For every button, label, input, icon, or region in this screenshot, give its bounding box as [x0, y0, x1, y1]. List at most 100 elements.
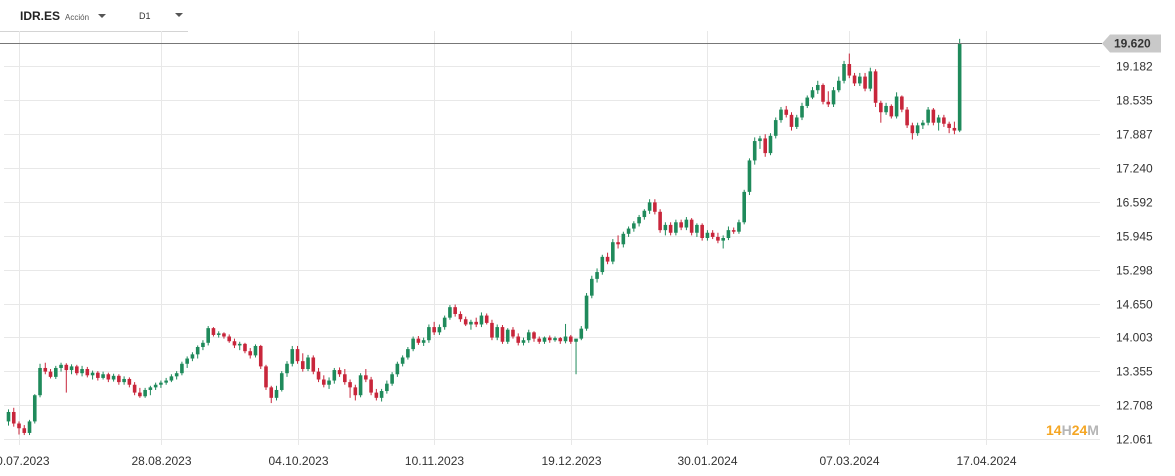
chevron-down-icon — [98, 13, 107, 18]
symbol-selector[interactable]: IDR.ES Acción — [20, 9, 107, 23]
candle-body — [222, 333, 226, 337]
candle — [106, 372, 111, 383]
candle-body — [169, 376, 174, 381]
candle-body — [653, 202, 657, 212]
candle-body — [479, 315, 484, 325]
candle — [206, 326, 210, 346]
candle-body — [80, 369, 84, 374]
candle-body — [516, 336, 521, 343]
candle — [558, 337, 563, 344]
candle — [211, 327, 216, 337]
candle — [432, 321, 436, 335]
candle-body — [563, 336, 568, 342]
candle-body — [427, 327, 431, 341]
candle — [159, 380, 163, 388]
candle-body — [348, 382, 352, 388]
candle-body — [710, 232, 715, 237]
candle — [563, 323, 568, 344]
candle — [96, 371, 100, 381]
candle — [500, 324, 505, 344]
candle — [495, 324, 500, 341]
candle — [684, 217, 689, 231]
candle — [264, 364, 268, 390]
candle-body — [484, 315, 489, 323]
candle — [243, 342, 247, 354]
candle-body — [684, 219, 689, 228]
candle — [731, 227, 736, 234]
candle — [900, 95, 904, 113]
last-price-tag: 19.620 — [1102, 34, 1161, 53]
candle-body — [826, 101, 831, 105]
candle-body — [616, 242, 620, 245]
candle-body — [111, 375, 116, 380]
x-tick-label: 04.10.2023 — [268, 454, 328, 468]
candle — [353, 384, 358, 401]
candle-body — [705, 232, 710, 238]
candle-body — [595, 272, 599, 279]
candle-body — [306, 357, 310, 370]
candle — [947, 121, 951, 134]
candle-body — [621, 233, 626, 245]
candle — [637, 214, 641, 227]
candle — [763, 134, 768, 157]
candle-body — [873, 71, 878, 103]
candle-body — [432, 327, 436, 333]
candle-body — [327, 380, 331, 385]
candle — [358, 373, 363, 398]
candle-body — [779, 109, 783, 121]
candle — [868, 67, 873, 92]
candle-body — [495, 327, 500, 338]
candle — [195, 345, 200, 359]
candle — [632, 221, 636, 232]
candle-body — [905, 109, 909, 126]
candle — [448, 305, 452, 320]
candle — [852, 72, 857, 87]
candle-body — [805, 97, 810, 106]
candle — [826, 91, 831, 107]
candle — [915, 122, 920, 136]
y-tick-label: 17.240 — [1116, 162, 1153, 176]
candle — [148, 385, 153, 396]
candle-body — [453, 307, 457, 314]
y-tick-label: 14.003 — [1116, 331, 1153, 345]
candle-body — [27, 421, 32, 433]
candle-body — [668, 224, 673, 233]
candle — [248, 348, 253, 359]
candle — [590, 275, 594, 299]
candle — [889, 104, 894, 119]
candle — [59, 362, 63, 372]
candle-body — [921, 122, 925, 126]
candle-body — [626, 228, 631, 234]
candle — [369, 376, 373, 396]
candle-body — [763, 138, 768, 154]
candle-body — [474, 321, 478, 325]
candle — [269, 385, 274, 404]
candle — [663, 222, 668, 236]
candle-body — [868, 71, 873, 89]
candle — [474, 317, 478, 328]
candle-body — [258, 345, 263, 367]
candle-body — [243, 343, 247, 352]
candle — [90, 370, 95, 380]
candle — [710, 230, 715, 240]
candle — [894, 92, 899, 119]
candle-body — [132, 384, 137, 393]
candle-body — [568, 336, 573, 342]
candle-body — [889, 105, 894, 117]
logo-part-4: M — [1087, 422, 1099, 438]
timeframe-selector[interactable]: D1 — [139, 11, 183, 21]
candle-body — [148, 387, 153, 390]
candle — [479, 312, 484, 328]
candle — [232, 338, 237, 349]
candle — [237, 341, 242, 351]
candle-body — [689, 219, 694, 233]
candle — [143, 387, 147, 398]
candle — [752, 137, 757, 165]
candle-body — [458, 313, 463, 320]
candle — [747, 158, 752, 196]
candle — [300, 353, 305, 372]
candle — [716, 232, 720, 244]
candle-body — [216, 333, 221, 335]
candle-body — [884, 105, 888, 113]
